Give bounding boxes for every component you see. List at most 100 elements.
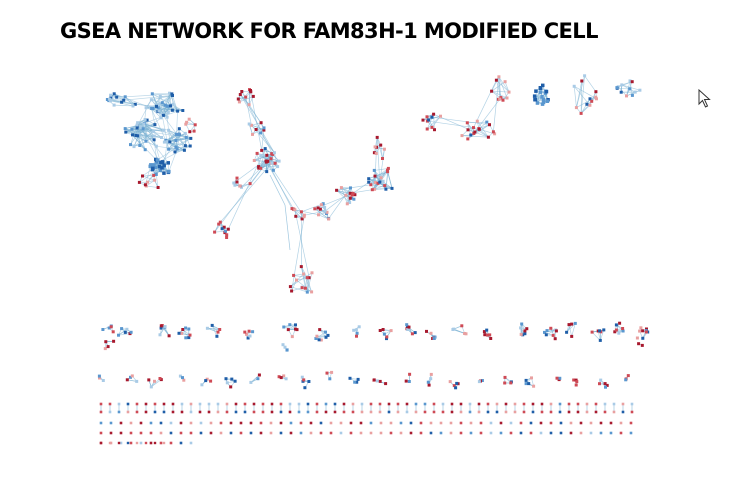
network-node[interactable]	[288, 285, 292, 289]
network-node[interactable]	[466, 128, 470, 132]
network-node[interactable]	[299, 431, 303, 435]
network-node[interactable]	[389, 421, 393, 425]
network-node[interactable]	[375, 135, 379, 139]
network-node[interactable]	[247, 103, 251, 107]
network-node[interactable]	[174, 145, 178, 149]
network-node[interactable]	[315, 334, 319, 338]
network-node[interactable]	[464, 332, 468, 336]
network-node[interactable]	[171, 410, 175, 414]
network-node[interactable]	[325, 210, 329, 214]
network-node[interactable]	[141, 127, 145, 131]
network-node[interactable]	[123, 95, 127, 99]
network-node[interactable]	[509, 421, 513, 425]
network-node[interactable]	[153, 379, 156, 383]
network-node[interactable]	[243, 410, 247, 414]
network-node[interactable]	[569, 421, 573, 425]
network-node[interactable]	[599, 378, 603, 382]
network-node[interactable]	[129, 441, 133, 445]
network-node[interactable]	[527, 382, 531, 386]
network-node[interactable]	[188, 130, 192, 134]
network-node[interactable]	[243, 330, 247, 334]
network-node[interactable]	[225, 381, 229, 385]
network-node[interactable]	[565, 330, 569, 334]
network-node[interactable]	[207, 410, 211, 414]
network-node[interactable]	[378, 180, 382, 184]
network-node[interactable]	[460, 134, 464, 138]
network-node[interactable]	[504, 402, 508, 406]
network-node[interactable]	[544, 333, 548, 337]
network-node[interactable]	[112, 103, 116, 107]
network-node[interactable]	[349, 421, 353, 425]
network-node[interactable]	[302, 378, 306, 382]
network-node[interactable]	[270, 161, 274, 165]
network-node[interactable]	[99, 410, 103, 414]
network-node[interactable]	[449, 421, 453, 425]
network-node[interactable]	[323, 209, 327, 213]
network-node[interactable]	[153, 178, 157, 182]
network-node[interactable]	[233, 183, 237, 187]
network-node[interactable]	[350, 193, 354, 197]
network-node[interactable]	[599, 431, 603, 435]
network-node[interactable]	[239, 421, 243, 425]
network-node[interactable]	[419, 431, 423, 435]
network-node[interactable]	[289, 421, 293, 425]
network-node[interactable]	[355, 331, 359, 335]
network-node[interactable]	[372, 151, 376, 155]
network-node[interactable]	[252, 410, 256, 414]
network-node[interactable]	[427, 383, 431, 387]
network-node[interactable]	[144, 106, 148, 110]
network-node[interactable]	[284, 377, 288, 381]
network-node[interactable]	[619, 90, 623, 94]
network-node[interactable]	[504, 410, 508, 414]
network-node[interactable]	[305, 276, 309, 280]
network-node[interactable]	[120, 327, 124, 331]
network-node[interactable]	[567, 323, 571, 327]
network-node[interactable]	[219, 421, 223, 425]
network-node[interactable]	[535, 101, 540, 105]
network-node[interactable]	[117, 333, 120, 337]
network-node[interactable]	[237, 100, 241, 104]
network-node[interactable]	[359, 431, 363, 435]
network-node[interactable]	[152, 138, 156, 142]
network-node[interactable]	[449, 431, 453, 435]
network-node[interactable]	[143, 118, 147, 121]
network-node[interactable]	[209, 379, 213, 383]
network-node[interactable]	[382, 147, 386, 151]
network-node[interactable]	[129, 421, 133, 425]
network-node[interactable]	[248, 334, 252, 338]
network-node[interactable]	[354, 328, 358, 332]
network-node[interactable]	[585, 102, 589, 106]
network-node[interactable]	[168, 140, 172, 144]
network-node[interactable]	[106, 345, 110, 349]
network-node[interactable]	[144, 139, 148, 143]
network-node[interactable]	[430, 125, 434, 129]
network-node[interactable]	[379, 431, 383, 435]
network-node[interactable]	[549, 326, 553, 330]
network-node[interactable]	[310, 290, 314, 294]
network-node[interactable]	[213, 230, 217, 234]
network-node[interactable]	[283, 345, 287, 349]
network-node[interactable]	[507, 90, 511, 94]
network-node[interactable]	[353, 380, 357, 384]
network-node[interactable]	[620, 83, 624, 87]
network-node[interactable]	[373, 187, 377, 191]
network-node[interactable]	[108, 99, 112, 103]
network-node[interactable]	[224, 229, 227, 233]
network-node[interactable]	[247, 122, 251, 126]
network-node[interactable]	[153, 441, 157, 445]
network-node[interactable]	[250, 123, 253, 127]
network-node[interactable]	[396, 402, 400, 406]
network-node[interactable]	[574, 383, 578, 387]
network-node[interactable]	[123, 330, 127, 334]
network-node[interactable]	[251, 132, 254, 136]
network-node[interactable]	[558, 410, 562, 414]
network-node[interactable]	[613, 330, 617, 334]
network-node[interactable]	[539, 431, 543, 435]
network-node[interactable]	[540, 102, 545, 106]
network-node[interactable]	[249, 380, 253, 384]
network-node[interactable]	[319, 338, 323, 342]
network-node[interactable]	[519, 421, 523, 425]
network-node[interactable]	[328, 377, 332, 381]
network-node[interactable]	[273, 161, 277, 165]
